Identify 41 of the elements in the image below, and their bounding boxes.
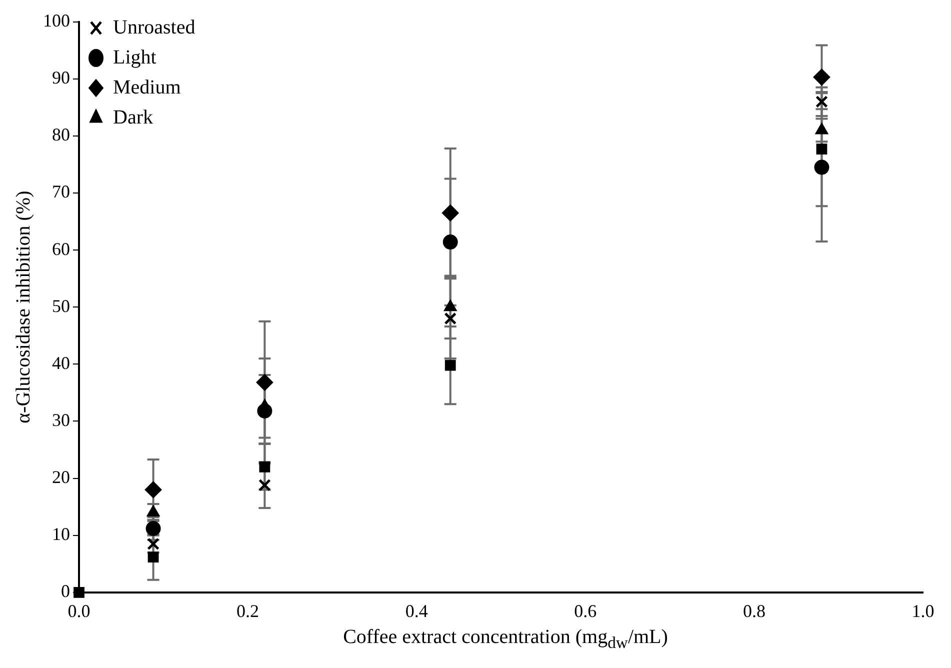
x-tick-label: 1.0: [912, 600, 934, 621]
legend-label: Medium: [113, 76, 182, 98]
legend-label: Light: [113, 46, 157, 68]
point: [146, 505, 160, 517]
point: [256, 374, 274, 391]
point: [442, 204, 459, 222]
legend-label: Dark: [113, 106, 153, 128]
point: [444, 300, 457, 312]
point: [814, 160, 830, 175]
x-axis-title: Coffee extract concentration (mg$_{dw}$/mL): [342, 626, 669, 653]
y-axis-title: α-Glucosidase inhibition (%): [12, 190, 34, 424]
point: [258, 478, 271, 492]
x-tick-label: 0.0: [68, 600, 90, 621]
x-tick-label: 0.8: [742, 600, 766, 621]
point: [816, 144, 828, 154]
y-tick-label: 30: [52, 410, 70, 430]
y-tick-label: 100: [43, 10, 70, 31]
point: [148, 552, 159, 562]
y-tick-label: 80: [52, 124, 70, 145]
y-tick-label: 10: [52, 524, 70, 544]
point: [144, 481, 162, 498]
y-tick-label: 70: [52, 182, 70, 202]
point: [816, 95, 828, 108]
point: [442, 234, 458, 250]
y-tick-label: 60: [52, 238, 70, 259]
point: [257, 403, 272, 418]
x-tick-label: 0.2: [236, 600, 260, 621]
point: [74, 586, 84, 598]
point: [444, 360, 456, 371]
y-tick-label: 40: [52, 352, 70, 373]
y-tick-label: 50: [52, 296, 70, 316]
point: [444, 312, 457, 325]
point: [146, 520, 161, 536]
y-tick-label: 20: [52, 467, 70, 488]
y-tick-label: 90: [52, 68, 70, 88]
x-tick-label: 0.4: [405, 600, 428, 621]
point: [259, 461, 270, 472]
legend-label: Unroasted: [113, 16, 196, 38]
y-tick-label: 0: [61, 581, 70, 602]
point: [813, 68, 830, 86]
x-tick-label: 0.6: [574, 600, 597, 621]
